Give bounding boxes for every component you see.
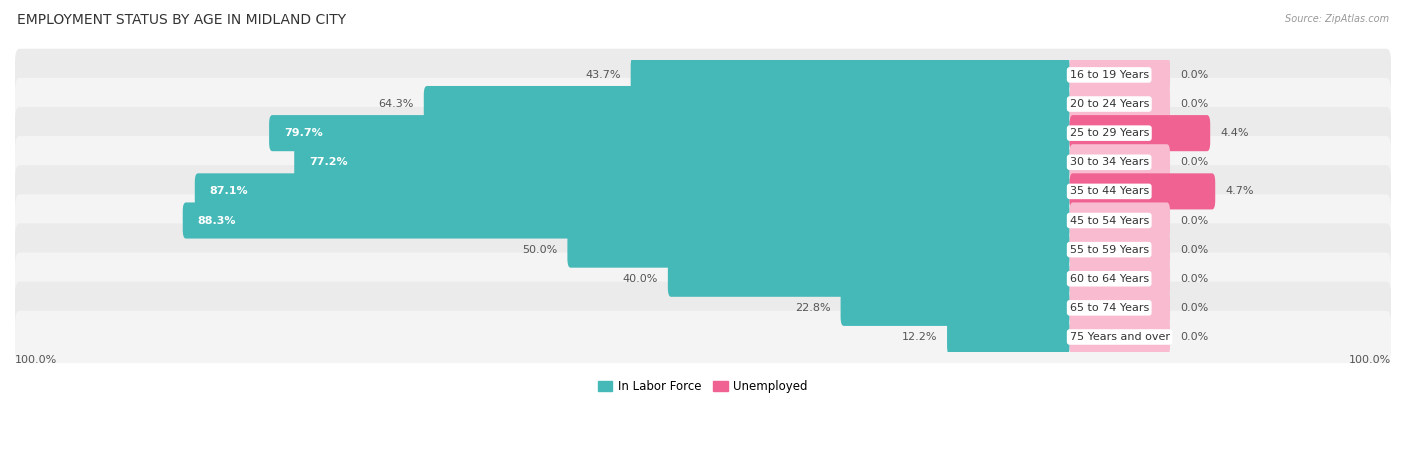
Text: 12.2%: 12.2% xyxy=(901,332,936,342)
FancyBboxPatch shape xyxy=(668,261,1070,297)
FancyBboxPatch shape xyxy=(568,232,1070,268)
FancyBboxPatch shape xyxy=(15,282,1391,334)
Text: 100.0%: 100.0% xyxy=(15,355,58,365)
FancyBboxPatch shape xyxy=(195,173,1070,209)
FancyBboxPatch shape xyxy=(948,319,1070,355)
Text: 0.0%: 0.0% xyxy=(1180,99,1208,109)
FancyBboxPatch shape xyxy=(15,165,1391,218)
Text: 30 to 34 Years: 30 to 34 Years xyxy=(1070,157,1149,167)
Text: 22.8%: 22.8% xyxy=(794,303,831,313)
Text: 64.3%: 64.3% xyxy=(378,99,413,109)
Text: 20 to 24 Years: 20 to 24 Years xyxy=(1070,99,1149,109)
Text: Source: ZipAtlas.com: Source: ZipAtlas.com xyxy=(1285,14,1389,23)
Text: 4.4%: 4.4% xyxy=(1220,128,1249,138)
FancyBboxPatch shape xyxy=(1070,290,1170,326)
FancyBboxPatch shape xyxy=(1070,115,1211,151)
Text: 87.1%: 87.1% xyxy=(209,186,249,196)
FancyBboxPatch shape xyxy=(1070,86,1170,122)
Text: 0.0%: 0.0% xyxy=(1180,245,1208,255)
FancyBboxPatch shape xyxy=(1070,202,1170,238)
FancyBboxPatch shape xyxy=(15,223,1391,276)
Text: 100.0%: 100.0% xyxy=(1348,355,1391,365)
Text: 0.0%: 0.0% xyxy=(1180,332,1208,342)
FancyBboxPatch shape xyxy=(841,290,1070,326)
FancyBboxPatch shape xyxy=(15,194,1391,247)
FancyBboxPatch shape xyxy=(15,78,1391,130)
Text: 45 to 54 Years: 45 to 54 Years xyxy=(1070,216,1149,225)
FancyBboxPatch shape xyxy=(423,86,1070,122)
Text: 25 to 29 Years: 25 to 29 Years xyxy=(1070,128,1149,138)
Legend: In Labor Force, Unemployed: In Labor Force, Unemployed xyxy=(593,376,813,398)
FancyBboxPatch shape xyxy=(1070,232,1170,268)
FancyBboxPatch shape xyxy=(15,136,1391,189)
Text: 0.0%: 0.0% xyxy=(1180,274,1208,284)
FancyBboxPatch shape xyxy=(15,107,1391,159)
FancyBboxPatch shape xyxy=(1070,261,1170,297)
Text: 77.2%: 77.2% xyxy=(309,157,347,167)
Text: 35 to 44 Years: 35 to 44 Years xyxy=(1070,186,1149,196)
Text: 88.3%: 88.3% xyxy=(198,216,236,225)
Text: EMPLOYMENT STATUS BY AGE IN MIDLAND CITY: EMPLOYMENT STATUS BY AGE IN MIDLAND CITY xyxy=(17,14,346,27)
Text: 0.0%: 0.0% xyxy=(1180,216,1208,225)
FancyBboxPatch shape xyxy=(1070,57,1170,93)
Text: 65 to 74 Years: 65 to 74 Years xyxy=(1070,303,1149,313)
FancyBboxPatch shape xyxy=(269,115,1070,151)
FancyBboxPatch shape xyxy=(1070,319,1170,355)
FancyBboxPatch shape xyxy=(1070,173,1215,209)
Text: 4.7%: 4.7% xyxy=(1225,186,1254,196)
Text: 75 Years and over: 75 Years and over xyxy=(1070,332,1170,342)
Text: 55 to 59 Years: 55 to 59 Years xyxy=(1070,245,1149,255)
FancyBboxPatch shape xyxy=(15,49,1391,101)
FancyBboxPatch shape xyxy=(631,57,1070,93)
Text: 43.7%: 43.7% xyxy=(585,70,620,80)
FancyBboxPatch shape xyxy=(183,202,1070,238)
Text: 0.0%: 0.0% xyxy=(1180,303,1208,313)
Text: 0.0%: 0.0% xyxy=(1180,157,1208,167)
Text: 50.0%: 50.0% xyxy=(522,245,557,255)
Text: 79.7%: 79.7% xyxy=(284,128,323,138)
Text: 0.0%: 0.0% xyxy=(1180,70,1208,80)
FancyBboxPatch shape xyxy=(15,252,1391,305)
FancyBboxPatch shape xyxy=(15,311,1391,363)
Text: 60 to 64 Years: 60 to 64 Years xyxy=(1070,274,1149,284)
FancyBboxPatch shape xyxy=(294,144,1070,180)
Text: 16 to 19 Years: 16 to 19 Years xyxy=(1070,70,1149,80)
FancyBboxPatch shape xyxy=(1070,144,1170,180)
Text: 40.0%: 40.0% xyxy=(623,274,658,284)
